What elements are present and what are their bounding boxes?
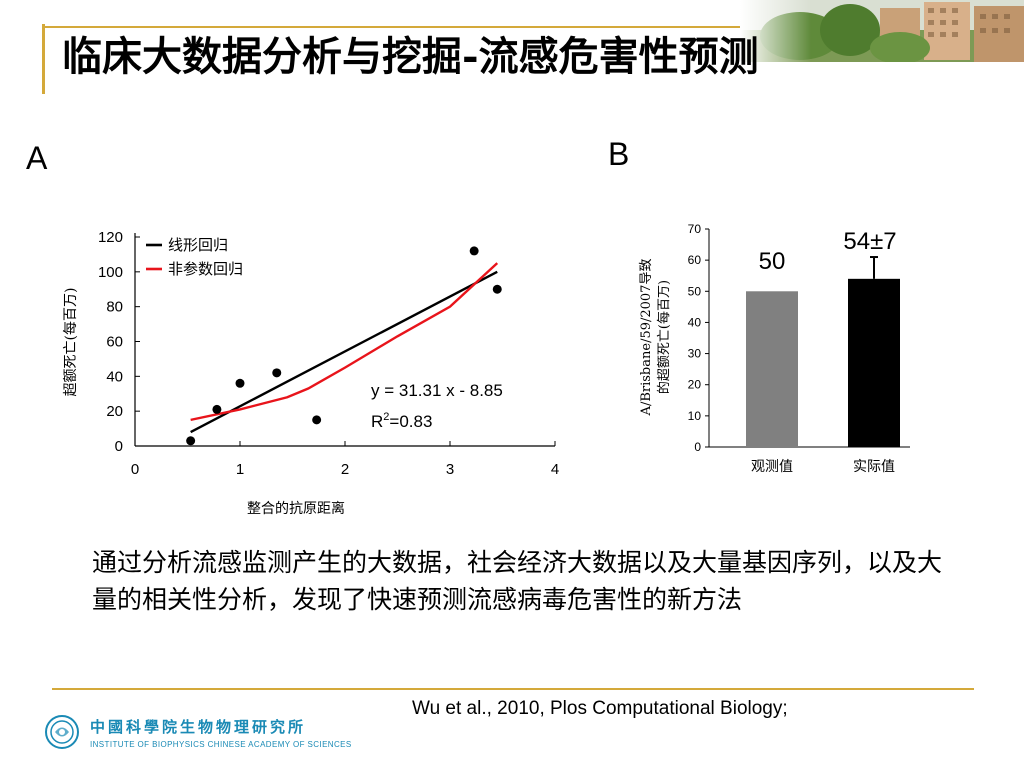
legend-label: 线形回归 (168, 236, 228, 254)
y-tick-label-a: 20 (106, 403, 123, 420)
header-rule (44, 26, 744, 28)
r-squared-label: R2=0.83 (371, 411, 432, 431)
campus-photo (740, 0, 1024, 62)
x-category-label-b: 观测值 (751, 459, 793, 475)
y-axis-label-b-line1: A/Brisbane/59/2007导致 (639, 259, 654, 417)
regression-equation: y = 31.31 x - 8.85 (371, 381, 503, 400)
x-tick-label-a: 2 (341, 461, 349, 478)
r2-prefix: R (371, 412, 383, 431)
bar-value-label: 54±7 (843, 228, 896, 255)
legend-label: 非参数回归 (168, 260, 243, 278)
body-paragraph: 通过分析流感监测产生的大数据，社会经济大数据以及大量基因序列，以及大量的相关性分… (92, 548, 943, 614)
y-tick-label-b: 20 (688, 378, 702, 392)
r2-superscript: 2 (383, 411, 389, 423)
panel-label-a: A (26, 140, 48, 176)
regression-lines (190, 262, 499, 434)
bar-chart-b: 0 10 20 30 40 50 60 70 50 观测值 54±7 实际值 A/Brisbane/… (639, 222, 910, 475)
citation: Wu et al., 2010, Plos Computational Biol… (412, 698, 788, 719)
y-tick-label-b: 0 (694, 440, 701, 454)
axes-a: 0 20 40 60 80 100 120 0 1 2 3 4 (98, 229, 559, 478)
scatter-point (212, 404, 222, 414)
footer-rule (52, 688, 974, 690)
x-tick-label-a: 1 (236, 461, 244, 478)
slide-title: 临床大数据分析与挖掘-流感危害性预测 (62, 33, 759, 80)
header-side-rule (42, 24, 45, 94)
scatter-point (492, 284, 502, 294)
y-tick-label-b: 50 (688, 284, 702, 298)
x-axis-label-a: 整合的抗原距离 (247, 500, 345, 517)
linear-regression-line (190, 270, 498, 434)
scatter-points (186, 246, 502, 446)
scatter-point (272, 368, 282, 378)
x-tick-label-a: 0 (131, 461, 139, 478)
institute-logo-icon (45, 715, 79, 749)
y-tick-label-a: 100 (98, 264, 123, 281)
y-tick-label-b: 30 (688, 347, 702, 361)
y-tick-label-a: 40 (106, 368, 123, 385)
scatter-point (235, 378, 245, 388)
y-tick-label-a: 60 (106, 334, 123, 351)
y-tick-label-a: 120 (98, 229, 123, 246)
y-tick-label-b: 60 (688, 253, 702, 267)
bar-observed (746, 291, 798, 447)
scatter-point (469, 246, 479, 256)
x-tick-label-a: 4 (551, 461, 559, 478)
scatter-point (312, 415, 322, 425)
y-tick-label-a: 80 (106, 299, 123, 316)
y-axis-label-b-line2: 的超额死亡(每百万) (656, 280, 672, 394)
institute-name-cn: 中國科學院生物物理研究所 (90, 718, 307, 736)
x-category-label-b: 实际值 (853, 459, 895, 475)
nonparametric-regression-line (190, 262, 499, 422)
institute-name-en: INSTITUTE OF BIOPHYSICS CHINESE ACADEMY … (90, 740, 352, 749)
y-axis-label-a: 超额死亡(每百万) (63, 288, 79, 397)
axes-b: 0 10 20 30 40 50 60 70 (688, 222, 910, 454)
y-tick-label-b: 10 (688, 409, 702, 423)
y-tick-label-b: 70 (688, 222, 702, 236)
bar-actual (848, 278, 900, 447)
panel-label-b: B (608, 136, 630, 172)
scatter-point (186, 436, 196, 446)
x-tick-label-a: 3 (446, 461, 454, 478)
r2-value: =0.83 (389, 412, 432, 431)
bar-value-label: 50 (759, 248, 786, 275)
y-tick-label-a: 0 (115, 438, 123, 455)
bars: 50 观测值 54±7 实际值 (746, 228, 900, 475)
y-tick-label-b: 40 (688, 315, 702, 329)
